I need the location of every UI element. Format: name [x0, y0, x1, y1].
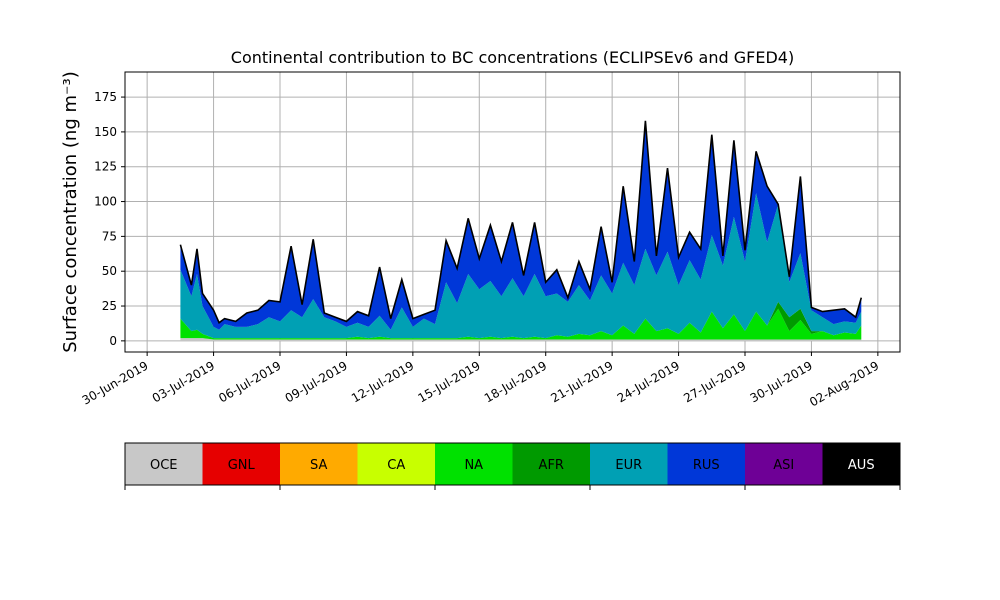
y-tick-label: 75	[102, 229, 117, 243]
x-tick-label: 02-Aug-2019	[807, 358, 881, 409]
y-tick-label: 175	[94, 90, 117, 104]
area-na	[180, 308, 862, 340]
legend-label-oce: OCE	[150, 458, 178, 473]
x-tick-label: 30-Jul-2019	[748, 358, 815, 405]
legend-swatch-eur	[590, 443, 668, 485]
legend-label-gnl: GNL	[228, 458, 256, 473]
legend-swatch-gnl	[202, 443, 280, 485]
x-tick-label: 30-Jun-2019	[80, 358, 151, 407]
legend-swatch-aus	[822, 443, 900, 485]
y-tick-label: 50	[102, 264, 117, 278]
legend-label-aus: AUS	[848, 458, 875, 473]
y-tick-label: 100	[94, 195, 117, 209]
x-tick-label: 15-Jul-2019	[415, 358, 482, 405]
legend-label-ca: CA	[387, 458, 405, 473]
y-tick-label: 125	[94, 160, 117, 174]
x-tick-label: 27-Jul-2019	[681, 358, 748, 405]
plot-frame	[124, 71, 901, 353]
x-tick-label: 09-Jul-2019	[283, 358, 350, 405]
total-line	[179, 120, 863, 324]
legend-label-eur: EUR	[615, 458, 642, 473]
legend-label-rus: RUS	[693, 458, 720, 473]
legend-swatch-oce	[125, 443, 203, 485]
y-tick-label: 150	[94, 125, 117, 139]
area-rus	[180, 120, 862, 330]
x-tick-label: 03-Jul-2019	[150, 358, 217, 405]
legend-label-afr: AFR	[539, 458, 564, 473]
legend-label-asi: ASI	[773, 458, 794, 473]
y-tick-label: 0	[109, 334, 117, 348]
x-tick-label: 21-Jul-2019	[548, 358, 615, 405]
legend-label-na: NA	[464, 458, 483, 473]
chart-title: Continental contribution to BC concentra…	[231, 48, 794, 67]
x-tick-label: 06-Jul-2019	[216, 358, 283, 405]
legend-swatch-asi	[745, 443, 823, 485]
x-tick-label: 18-Jul-2019	[482, 358, 549, 405]
legend-swatch-ca	[357, 443, 435, 485]
legend-swatch-afr	[512, 443, 590, 485]
legend-swatch-sa	[280, 443, 358, 485]
legend-label-sa: SA	[310, 458, 327, 473]
y-axis-label: Surface concentration (ng m⁻³)	[60, 71, 81, 353]
legend-swatch-na	[435, 443, 513, 485]
legend-swatch-rus	[667, 443, 745, 485]
y-tick-label: 25	[102, 299, 117, 313]
legend-frame	[124, 442, 901, 486]
x-tick-label: 12-Jul-2019	[349, 358, 416, 405]
area-eur	[180, 193, 862, 339]
x-tick-label: 24-Jul-2019	[615, 358, 682, 405]
